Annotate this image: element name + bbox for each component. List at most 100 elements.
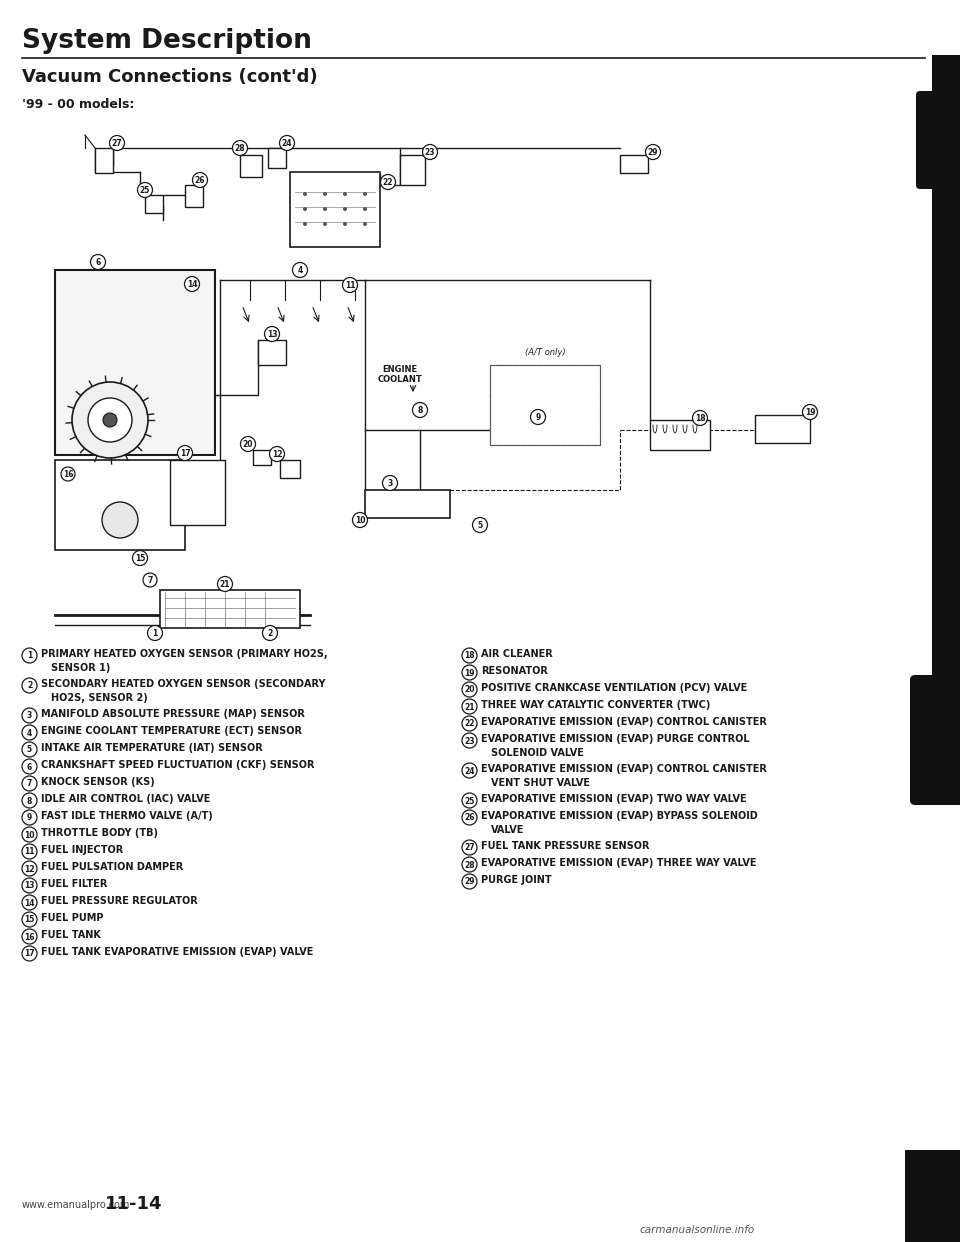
Circle shape bbox=[462, 648, 477, 663]
Text: PURGE JOINT: PURGE JOINT bbox=[481, 876, 552, 886]
Circle shape bbox=[184, 277, 200, 292]
Text: CRANKSHAFT SPEED FLUCTUATION (CKF) SENSOR: CRANKSHAFT SPEED FLUCTUATION (CKF) SENSO… bbox=[41, 760, 315, 770]
Circle shape bbox=[462, 792, 477, 809]
Text: VENT SHUT VALVE: VENT SHUT VALVE bbox=[491, 777, 590, 787]
Circle shape bbox=[462, 874, 477, 889]
Bar bbox=[932, 55, 960, 674]
Text: System Description: System Description bbox=[22, 29, 312, 53]
Text: 27: 27 bbox=[465, 843, 475, 852]
Circle shape bbox=[462, 763, 477, 777]
Text: EVAPORATIVE EMISSION (EVAP) PURGE CONTROL: EVAPORATIVE EMISSION (EVAP) PURGE CONTRO… bbox=[481, 734, 750, 744]
Text: RESONATOR: RESONATOR bbox=[481, 666, 548, 676]
FancyBboxPatch shape bbox=[910, 674, 960, 805]
Circle shape bbox=[303, 222, 307, 226]
Text: 1: 1 bbox=[153, 628, 157, 638]
Circle shape bbox=[232, 140, 248, 155]
Circle shape bbox=[22, 827, 37, 842]
Text: 29: 29 bbox=[465, 878, 475, 887]
Circle shape bbox=[193, 173, 207, 188]
Bar bbox=[290, 171, 380, 247]
Circle shape bbox=[22, 810, 37, 825]
Text: 23: 23 bbox=[465, 737, 475, 745]
Circle shape bbox=[22, 678, 37, 693]
Bar bbox=[253, 450, 271, 465]
Text: 10: 10 bbox=[355, 515, 365, 525]
Circle shape bbox=[323, 207, 327, 211]
Text: SOLENOID VALVE: SOLENOID VALVE bbox=[491, 748, 584, 758]
Circle shape bbox=[692, 411, 708, 426]
Circle shape bbox=[382, 476, 397, 491]
Bar bbox=[365, 491, 450, 518]
Circle shape bbox=[22, 776, 37, 791]
Text: '99 - 00 models:: '99 - 00 models: bbox=[22, 98, 134, 111]
Bar bbox=[620, 155, 648, 173]
Circle shape bbox=[343, 222, 347, 226]
Circle shape bbox=[22, 792, 37, 809]
Circle shape bbox=[22, 912, 37, 927]
Text: FUEL TANK EVAPORATIVE EMISSION (EVAP) VALVE: FUEL TANK EVAPORATIVE EMISSION (EVAP) VA… bbox=[41, 946, 313, 958]
Circle shape bbox=[22, 929, 37, 944]
Text: 3: 3 bbox=[388, 479, 393, 488]
Text: FUEL INJECTOR: FUEL INJECTOR bbox=[41, 845, 123, 854]
Circle shape bbox=[109, 135, 125, 150]
Text: ENGINE
COOLANT: ENGINE COOLANT bbox=[522, 373, 567, 392]
Text: 17: 17 bbox=[180, 450, 190, 458]
Text: 13: 13 bbox=[267, 330, 277, 339]
Text: 15: 15 bbox=[134, 554, 145, 563]
Text: 29: 29 bbox=[648, 148, 659, 156]
Text: EVAPORATIVE EMISSION (EVAP) THREE WAY VALVE: EVAPORATIVE EMISSION (EVAP) THREE WAY VA… bbox=[481, 858, 756, 868]
Text: EVAPORATIVE EMISSION (EVAP) CONTROL CANISTER: EVAPORATIVE EMISSION (EVAP) CONTROL CANI… bbox=[481, 764, 767, 774]
Circle shape bbox=[61, 467, 75, 481]
Text: SENSOR 1): SENSOR 1) bbox=[51, 663, 110, 673]
Circle shape bbox=[462, 810, 477, 825]
Text: INTAKE AIR TEMPERATURE (IAT) SENSOR: INTAKE AIR TEMPERATURE (IAT) SENSOR bbox=[41, 743, 263, 753]
Text: FUEL PUMP: FUEL PUMP bbox=[41, 913, 104, 923]
Text: www.emanualpro.com: www.emanualpro.com bbox=[22, 1200, 131, 1210]
Text: 3: 3 bbox=[27, 712, 32, 720]
Circle shape bbox=[22, 759, 37, 774]
Circle shape bbox=[22, 725, 37, 740]
Circle shape bbox=[262, 626, 277, 641]
Text: FUEL TANK: FUEL TANK bbox=[41, 930, 101, 940]
Text: 8: 8 bbox=[27, 796, 33, 806]
Text: 8: 8 bbox=[418, 406, 422, 415]
Circle shape bbox=[22, 861, 37, 876]
Circle shape bbox=[323, 193, 327, 196]
Text: 18: 18 bbox=[695, 414, 706, 424]
Text: SECONDARY HEATED OXYGEN SENSOR (SECONDARY: SECONDARY HEATED OXYGEN SENSOR (SECONDAR… bbox=[41, 679, 325, 689]
Bar bbox=[55, 460, 185, 550]
Text: 26: 26 bbox=[195, 176, 205, 185]
Circle shape bbox=[22, 895, 37, 910]
Circle shape bbox=[90, 255, 106, 270]
Text: 18: 18 bbox=[465, 652, 475, 661]
Circle shape bbox=[137, 183, 153, 197]
Circle shape bbox=[270, 447, 284, 462]
Circle shape bbox=[363, 193, 367, 196]
Text: AIR CLEANER: AIR CLEANER bbox=[481, 650, 553, 660]
Text: 16: 16 bbox=[24, 933, 35, 941]
Circle shape bbox=[531, 410, 545, 425]
Text: 20: 20 bbox=[243, 440, 253, 450]
Text: 7: 7 bbox=[147, 576, 153, 585]
Text: 22: 22 bbox=[465, 719, 475, 729]
Circle shape bbox=[343, 207, 347, 211]
Circle shape bbox=[462, 857, 477, 872]
Text: VALVE: VALVE bbox=[491, 825, 524, 835]
Circle shape bbox=[178, 446, 193, 461]
Circle shape bbox=[143, 573, 157, 587]
Bar bbox=[55, 270, 215, 455]
Bar bbox=[400, 155, 425, 185]
Text: 15: 15 bbox=[24, 915, 35, 924]
Circle shape bbox=[352, 513, 368, 528]
Circle shape bbox=[343, 193, 347, 196]
Text: FAST IDLE THERMO VALVE (A/T): FAST IDLE THERMO VALVE (A/T) bbox=[41, 811, 213, 821]
Circle shape bbox=[645, 144, 660, 159]
Text: 5: 5 bbox=[27, 745, 32, 754]
Text: PRIMARY HEATED OXYGEN SENSOR (PRIMARY HO2S,: PRIMARY HEATED OXYGEN SENSOR (PRIMARY HO… bbox=[41, 650, 327, 660]
Text: IDLE AIR CONTROL (IAC) VALVE: IDLE AIR CONTROL (IAC) VALVE bbox=[41, 794, 210, 804]
Bar bbox=[650, 420, 710, 450]
Text: ENGINE
COOLANT: ENGINE COOLANT bbox=[377, 365, 422, 385]
Bar bbox=[755, 415, 810, 443]
Text: EVAPORATIVE EMISSION (EVAP) BYPASS SOLENOID: EVAPORATIVE EMISSION (EVAP) BYPASS SOLEN… bbox=[481, 811, 757, 821]
Text: 17: 17 bbox=[24, 949, 35, 959]
